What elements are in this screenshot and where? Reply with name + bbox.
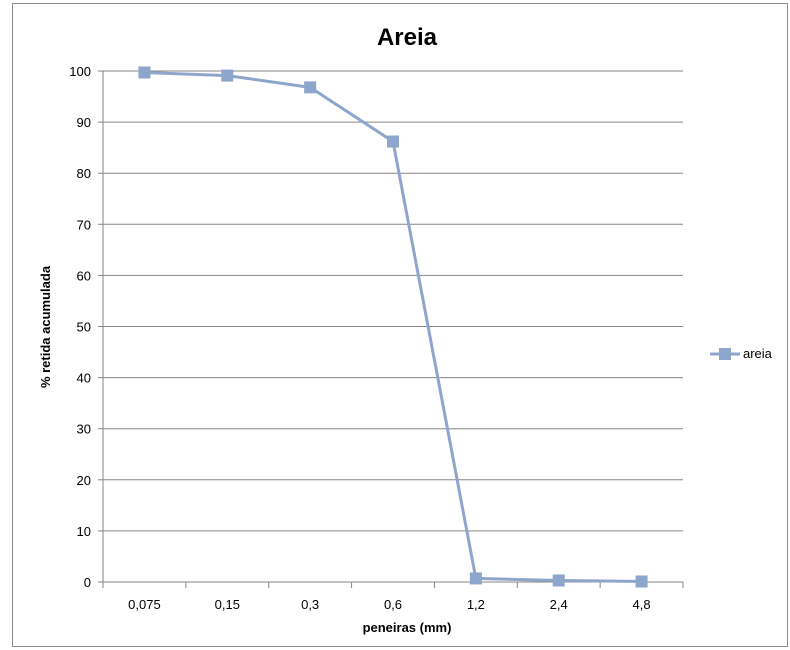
x-tick-label: 0,6 xyxy=(384,597,402,612)
series-areia xyxy=(138,66,648,588)
x-tick-label: 0,15 xyxy=(215,597,240,612)
y-tick-label: 60 xyxy=(77,268,91,283)
axes xyxy=(98,70,684,588)
y-axis-label: % retida acumulada xyxy=(38,265,53,388)
y-tick-label: 10 xyxy=(77,524,91,539)
data-point-marker xyxy=(138,66,151,79)
legend: areia xyxy=(710,346,773,361)
x-tick-label: 1,2 xyxy=(467,597,485,612)
x-tick-label: 0,075 xyxy=(128,597,161,612)
series-line xyxy=(144,71,642,583)
y-tick-labels: 0 10 20 30 40 50 60 70 80 90 100 xyxy=(69,64,91,590)
data-point-marker xyxy=(552,574,565,587)
chart-title: Areia xyxy=(377,24,438,51)
x-tick-labels: 0,075 0,15 0,3 0,6 1,2 2,4 4,8 xyxy=(128,597,650,612)
y-tick-label: 0 xyxy=(84,575,91,590)
data-point-marker xyxy=(469,572,482,585)
chart-frame xyxy=(12,3,788,647)
data-point-marker xyxy=(635,575,648,588)
y-tick-label: 30 xyxy=(77,422,91,437)
y-tick-label: 100 xyxy=(69,64,91,79)
x-tick-label: 4,8 xyxy=(633,597,651,612)
y-tick-label: 80 xyxy=(77,166,91,181)
data-point-marker xyxy=(387,135,399,148)
data-point-marker xyxy=(221,69,234,82)
y-tick-label: 50 xyxy=(77,320,91,335)
x-tick-label: 0,3 xyxy=(301,597,319,612)
y-tick-label: 40 xyxy=(77,371,91,386)
data-point-marker xyxy=(304,81,317,94)
x-tick-label: 2,4 xyxy=(550,597,568,612)
y-tick-label: 90 xyxy=(77,115,91,130)
y-tick-label: 70 xyxy=(77,217,91,232)
y-tick-label: 20 xyxy=(77,473,91,488)
legend-marker xyxy=(719,348,731,360)
x-axis-label: peneiras (mm) xyxy=(363,620,452,635)
gridlines xyxy=(103,70,683,532)
legend-label: areia xyxy=(743,346,773,361)
